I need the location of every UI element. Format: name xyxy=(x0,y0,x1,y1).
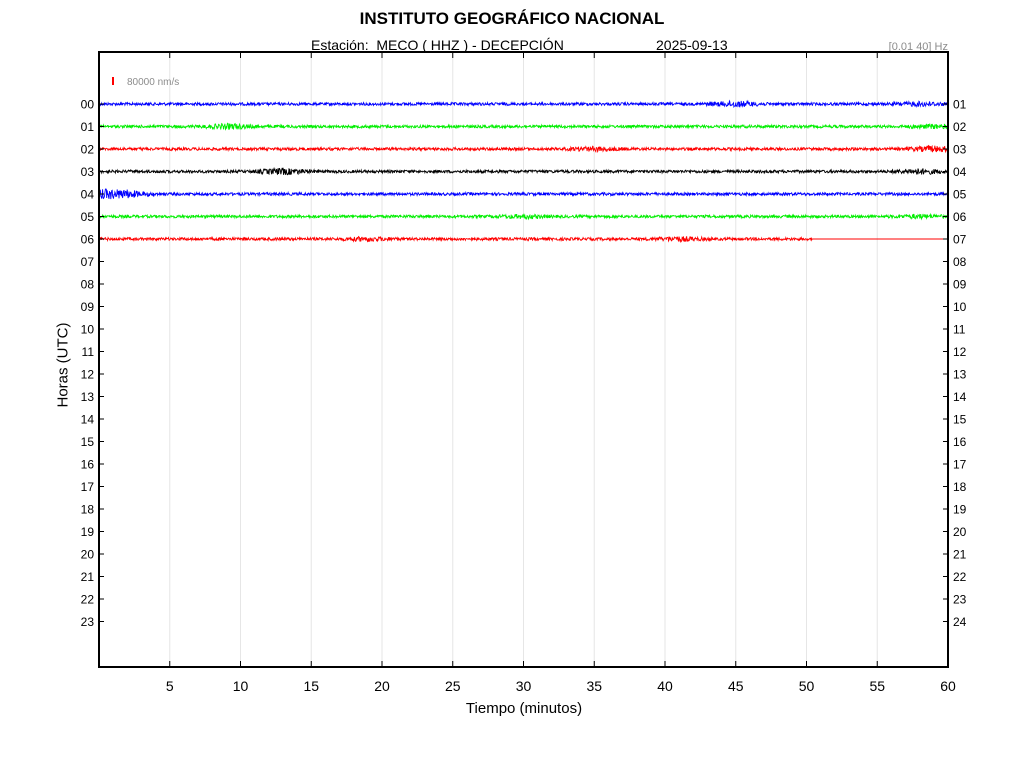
right-hour-label: 13 xyxy=(953,368,967,382)
left-hour-label: 13 xyxy=(81,390,95,404)
right-hour-label: 14 xyxy=(953,390,967,404)
tick-group: 5 10 15 20 25 30 35 40 45 50 55 60 00 01 02 03 04 05 06 07 0… xyxy=(81,52,967,694)
x-tick-label: 40 xyxy=(657,678,673,694)
trace-hour-04 xyxy=(98,188,949,200)
station-label: Estación: MECO ( HHZ ) - DECEPCIÓN xyxy=(311,37,564,53)
left-hour-label: 21 xyxy=(81,570,95,584)
left-hour-label: 05 xyxy=(81,210,95,224)
left-hour-label: 03 xyxy=(81,165,95,179)
left-hour-label: 20 xyxy=(81,548,95,562)
right-hour-label: 22 xyxy=(953,570,967,584)
right-hour-label: 08 xyxy=(953,255,967,269)
trace-hour-03 xyxy=(98,166,949,176)
right-hour-label: 11 xyxy=(953,323,966,337)
x-tick-label: 20 xyxy=(374,678,390,694)
right-hour-label: 10 xyxy=(953,300,967,314)
x-axis-label: Tiempo (minutos) xyxy=(465,700,583,717)
right-hour-label: 12 xyxy=(953,345,967,359)
left-hour-label: 23 xyxy=(81,615,95,629)
right-hour-label: 04 xyxy=(953,165,967,179)
right-hour-label: 17 xyxy=(953,458,967,472)
x-tick-label: 15 xyxy=(303,678,319,694)
x-tick-label: 35 xyxy=(586,678,602,694)
left-hour-label: 00 xyxy=(81,98,95,112)
right-hour-label: 09 xyxy=(953,278,967,292)
date-label: 2025-09-13 xyxy=(656,37,728,53)
trace-hour-05 xyxy=(98,212,949,221)
left-hour-label: 11 xyxy=(82,345,95,359)
trace-hour-02 xyxy=(98,144,949,154)
left-hour-label: 08 xyxy=(81,278,95,292)
x-tick-label: 25 xyxy=(445,678,461,694)
right-hour-label: 05 xyxy=(953,188,967,202)
left-hour-label: 04 xyxy=(81,188,95,202)
left-hour-label: 22 xyxy=(81,593,95,607)
left-hour-label: 16 xyxy=(81,458,95,472)
left-hour-label: 18 xyxy=(81,503,95,517)
left-hour-label: 17 xyxy=(81,480,95,494)
right-hour-label: 23 xyxy=(953,593,967,607)
right-hour-label: 03 xyxy=(953,143,967,157)
left-hour-label: 12 xyxy=(81,368,95,382)
grid-lines xyxy=(169,52,878,667)
x-tick-label: 50 xyxy=(799,678,815,694)
trace-hour-00 xyxy=(98,99,949,109)
x-tick-label: 10 xyxy=(233,678,249,694)
right-hour-label: 15 xyxy=(953,413,967,427)
x-tick-label: 55 xyxy=(869,678,885,694)
scale-bar: 80000 nm/s xyxy=(112,77,179,88)
left-hour-label: 10 xyxy=(81,323,95,337)
x-tick-label: 60 xyxy=(940,678,956,694)
right-hour-label: 21 xyxy=(953,548,967,562)
right-hour-label: 07 xyxy=(953,233,967,247)
y-axis-label: Horas (UTC) xyxy=(54,322,72,408)
trace-hour-06 xyxy=(98,235,813,243)
right-hour-label: 01 xyxy=(953,98,967,112)
trace-hour-01 xyxy=(98,122,949,131)
filter-band-label: [0.01 40] Hz xyxy=(888,41,948,53)
left-hour-label: 01 xyxy=(81,120,95,134)
scale-bar-label: 80000 nm/s xyxy=(127,77,179,88)
left-hour-label: 07 xyxy=(81,255,95,269)
left-hour-label: 14 xyxy=(81,413,95,427)
left-hour-label: 15 xyxy=(81,435,95,449)
left-hour-label: 06 xyxy=(81,233,95,247)
right-hour-label: 06 xyxy=(953,210,967,224)
x-tick-label: 45 xyxy=(728,678,744,694)
right-hour-label: 24 xyxy=(953,615,967,629)
right-hour-label: 19 xyxy=(953,503,967,517)
chart-title: INSTITUTO GEOGRÁFICO NACIONAL xyxy=(359,9,665,28)
left-hour-label: 09 xyxy=(81,300,95,314)
right-hour-label: 20 xyxy=(953,525,967,539)
x-tick-label: 30 xyxy=(516,678,532,694)
scale-bar-mark xyxy=(112,77,114,85)
left-hour-label: 02 xyxy=(81,143,95,157)
x-tick-label: 5 xyxy=(166,678,174,694)
right-hour-label: 16 xyxy=(953,435,967,449)
trace-group xyxy=(98,99,949,243)
right-hour-label: 18 xyxy=(953,480,967,494)
left-hour-label: 19 xyxy=(81,525,95,539)
right-hour-label: 02 xyxy=(953,120,967,134)
